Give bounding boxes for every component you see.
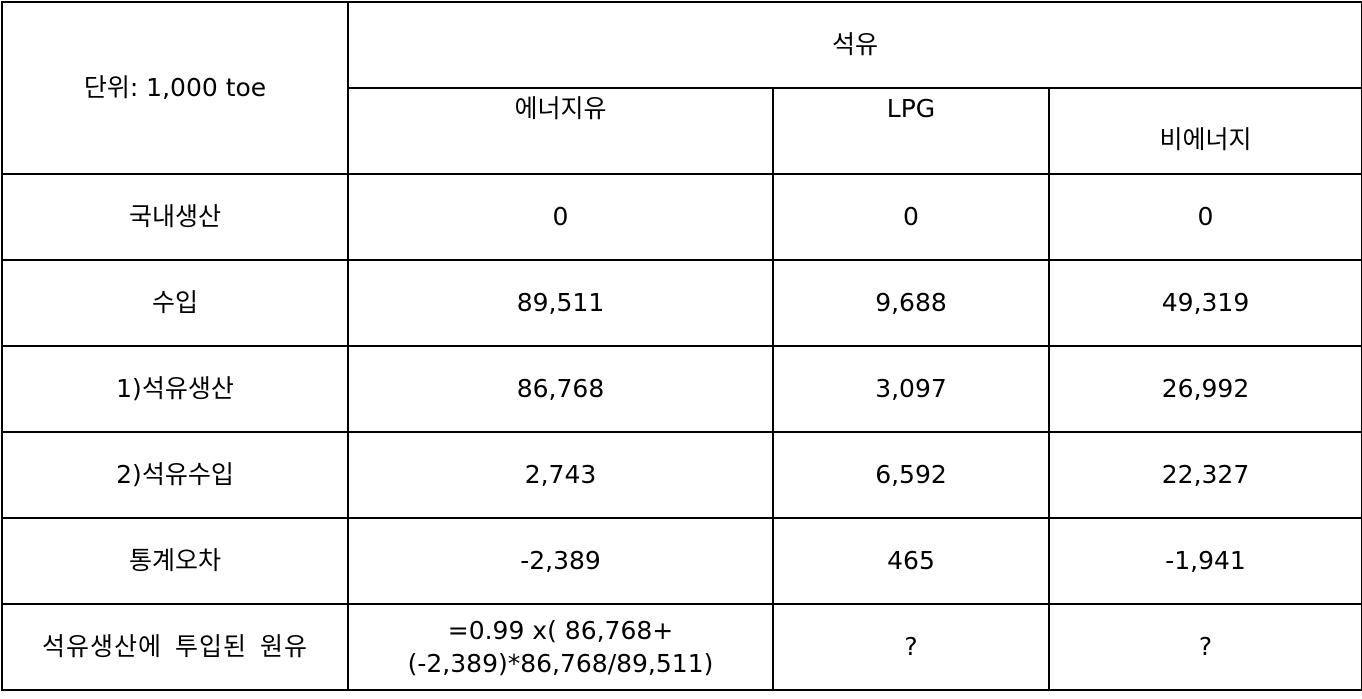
table-cell: 49,319 [1047, 259, 1362, 347]
table-cell: 0 [347, 173, 774, 261]
row-label-domestic-production: 국내생산 [1, 173, 349, 261]
table-cell: 89,511 [347, 259, 774, 347]
table-row: 석유생산에 투입된 원유 =0.99 x( 86,768+(-2,389)*86… [1, 603, 1362, 691]
table-cell: 22,327 [1047, 431, 1362, 519]
table-cell: 2,743 [347, 431, 774, 519]
table-cell: 3,097 [772, 345, 1050, 433]
table-cell: ? [1047, 603, 1362, 691]
row-label-statistical-error: 통계오차 [1, 517, 349, 605]
formula-cell: =0.99 x( 86,768+(-2,389)*86,768/89,511) [347, 603, 774, 691]
table-row: 국내생산 0 0 0 [1, 173, 1362, 261]
table-row: 통계오차 -2,389 465 -1,941 [1, 517, 1362, 605]
row-label-imports: 수입 [1, 259, 349, 347]
unit-label: 단위: 1,000 toe [1, 1, 349, 175]
group-header-oil: 석유 [346, 1, 1362, 89]
header-row-columns: 에너지유 LPG 비에너지 [2, 87, 1362, 175]
row-label-crude-input: 석유생산에 투입된 원유 [1, 603, 349, 691]
table-cell: 26,992 [1047, 345, 1362, 433]
row-label-oil-production: 1)석유생산 [1, 345, 349, 433]
header-row-group: 단위: 1,000 toe 석유 [1, 1, 1362, 175]
row-label-oil-imports: 2)석유수입 [1, 431, 349, 519]
column-header-non-energy: 비에너지 [1047, 87, 1362, 175]
table-cell: 0 [1047, 173, 1362, 261]
table-cell: 6,592 [772, 431, 1050, 519]
table-cell: 465 [772, 517, 1050, 605]
table-cell: 9,688 [772, 259, 1050, 347]
table-cell: 0 [772, 173, 1050, 261]
column-header-energy-oil: 에너지유 [347, 87, 774, 175]
table-row: 2)석유수입 2,743 6,592 22,327 [1, 431, 1362, 519]
table-cell: ? [772, 603, 1050, 691]
table-row: 수입 89,511 9,688 49,319 [1, 259, 1362, 347]
table-cell: -2,389 [347, 517, 774, 605]
table-cell: 86,768 [347, 345, 774, 433]
table-row: 1)석유생산 86,768 3,097 26,992 [1, 345, 1362, 433]
column-header-lpg: LPG [772, 87, 1050, 175]
table-cell: -1,941 [1047, 517, 1362, 605]
